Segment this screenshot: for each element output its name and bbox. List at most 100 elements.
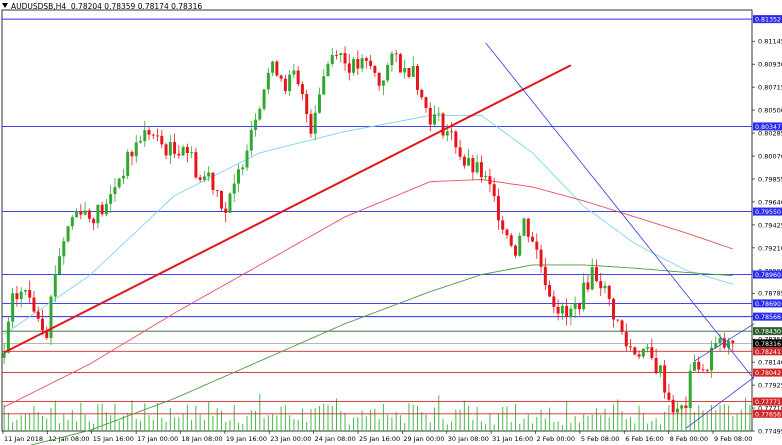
candle-body	[560, 305, 564, 314]
time-tick-label: 8 Feb 00:00	[670, 435, 709, 443]
candle-body	[501, 220, 505, 230]
candle-body	[275, 61, 279, 76]
candle-body	[364, 58, 368, 61]
candle-body	[36, 311, 40, 319]
candle-body	[514, 245, 517, 256]
level-price-label: 0.80347	[755, 124, 781, 131]
level-price-label: 0.79550	[755, 209, 781, 216]
candle-body	[688, 370, 692, 409]
candle-body	[415, 66, 419, 90]
candle-body	[283, 78, 287, 92]
candle-body	[215, 190, 219, 191]
candle-body	[390, 53, 394, 66]
level-price-label: 0.78430	[755, 329, 781, 336]
candle-body	[373, 65, 377, 73]
time-tick-label: 24 Jan 08:00	[315, 435, 356, 443]
candle-body	[705, 370, 709, 371]
candle-body	[646, 347, 650, 349]
candle-body	[147, 130, 151, 135]
level-price-label: 0.78241	[755, 349, 781, 356]
price-tick-label: 0.80285	[758, 130, 782, 138]
candle-body	[190, 152, 194, 154]
time-tick-label: 30 Jan 08:00	[448, 435, 489, 443]
candle-body	[582, 282, 586, 310]
level-price-label: 0.78566	[755, 314, 781, 321]
candle-body	[641, 348, 645, 357]
candle-body	[428, 107, 432, 125]
candle-body	[475, 162, 479, 173]
candle-body	[100, 204, 104, 215]
price-tick-label: 0.77925	[758, 382, 782, 390]
candle-body	[245, 150, 249, 168]
candle-body	[49, 296, 53, 338]
level-price-tag	[753, 327, 782, 336]
candle-body	[522, 218, 526, 236]
candle-body	[633, 347, 637, 355]
candle-body	[151, 134, 155, 136]
candle-body	[531, 236, 535, 242]
candle-body	[701, 369, 705, 371]
candle-body	[219, 190, 223, 209]
candle-body	[113, 187, 117, 195]
candle-body	[356, 59, 360, 69]
candle-body	[420, 89, 424, 98]
candle-body	[79, 211, 83, 215]
level-price-label: 0.78042	[755, 370, 781, 377]
candle-body	[667, 392, 671, 400]
fast-moving-average-line	[3, 114, 733, 335]
candle-body	[381, 80, 385, 86]
candle-body	[377, 72, 381, 86]
candle-body	[194, 152, 198, 178]
candle-body	[228, 193, 232, 213]
candle-body	[322, 76, 326, 95]
candle-body	[535, 241, 539, 250]
channel-upper-line[interactable]	[694, 323, 755, 362]
candle-body	[352, 59, 356, 73]
channel-lower-line[interactable]	[685, 376, 755, 429]
candle-body	[710, 347, 714, 371]
candle-body	[492, 184, 496, 197]
candle-body	[96, 204, 100, 224]
candle-body	[177, 153, 181, 156]
candle-body	[258, 108, 262, 120]
candle-body	[232, 183, 236, 194]
level-price-label: 0.77771	[755, 399, 781, 406]
candle-body	[305, 94, 309, 115]
candle-body	[45, 330, 49, 338]
candle-body	[211, 172, 215, 191]
candle-body	[296, 70, 300, 85]
support-trendline[interactable]	[3, 64, 572, 354]
candle-body	[496, 196, 500, 221]
candle-body	[539, 249, 543, 267]
candle-body	[266, 72, 270, 90]
downtrend-line[interactable]	[485, 42, 755, 380]
level-price-tag	[753, 15, 782, 24]
candle-body	[714, 343, 718, 348]
time-tick-label: 23 Jan 00:00	[270, 435, 311, 443]
candle-body	[386, 65, 390, 81]
level-price-label: 0.78690	[755, 301, 781, 308]
candle-body	[335, 54, 339, 56]
candle-body	[202, 176, 206, 180]
candle-body	[675, 408, 679, 413]
candle-body	[254, 119, 258, 130]
time-tick-label: 18 Jan 08:00	[182, 435, 223, 443]
candle-body	[121, 175, 125, 179]
candle-body	[330, 54, 334, 65]
candle-body	[6, 321, 10, 353]
candle-body	[181, 146, 185, 156]
candle-body	[292, 70, 296, 75]
price-tick-label: 0.81145	[758, 38, 782, 46]
candle-body	[369, 60, 373, 66]
candle-body	[66, 226, 70, 242]
candle-body	[658, 365, 662, 374]
candle-body	[117, 178, 121, 188]
time-tick-label: 11 Jan 2018	[4, 435, 43, 443]
time-tick-label: 15 Jan 16:00	[93, 435, 134, 443]
chart-menu-triangle-icon[interactable]	[2, 3, 8, 8]
candle-body	[518, 235, 522, 256]
candle-body	[590, 267, 594, 290]
